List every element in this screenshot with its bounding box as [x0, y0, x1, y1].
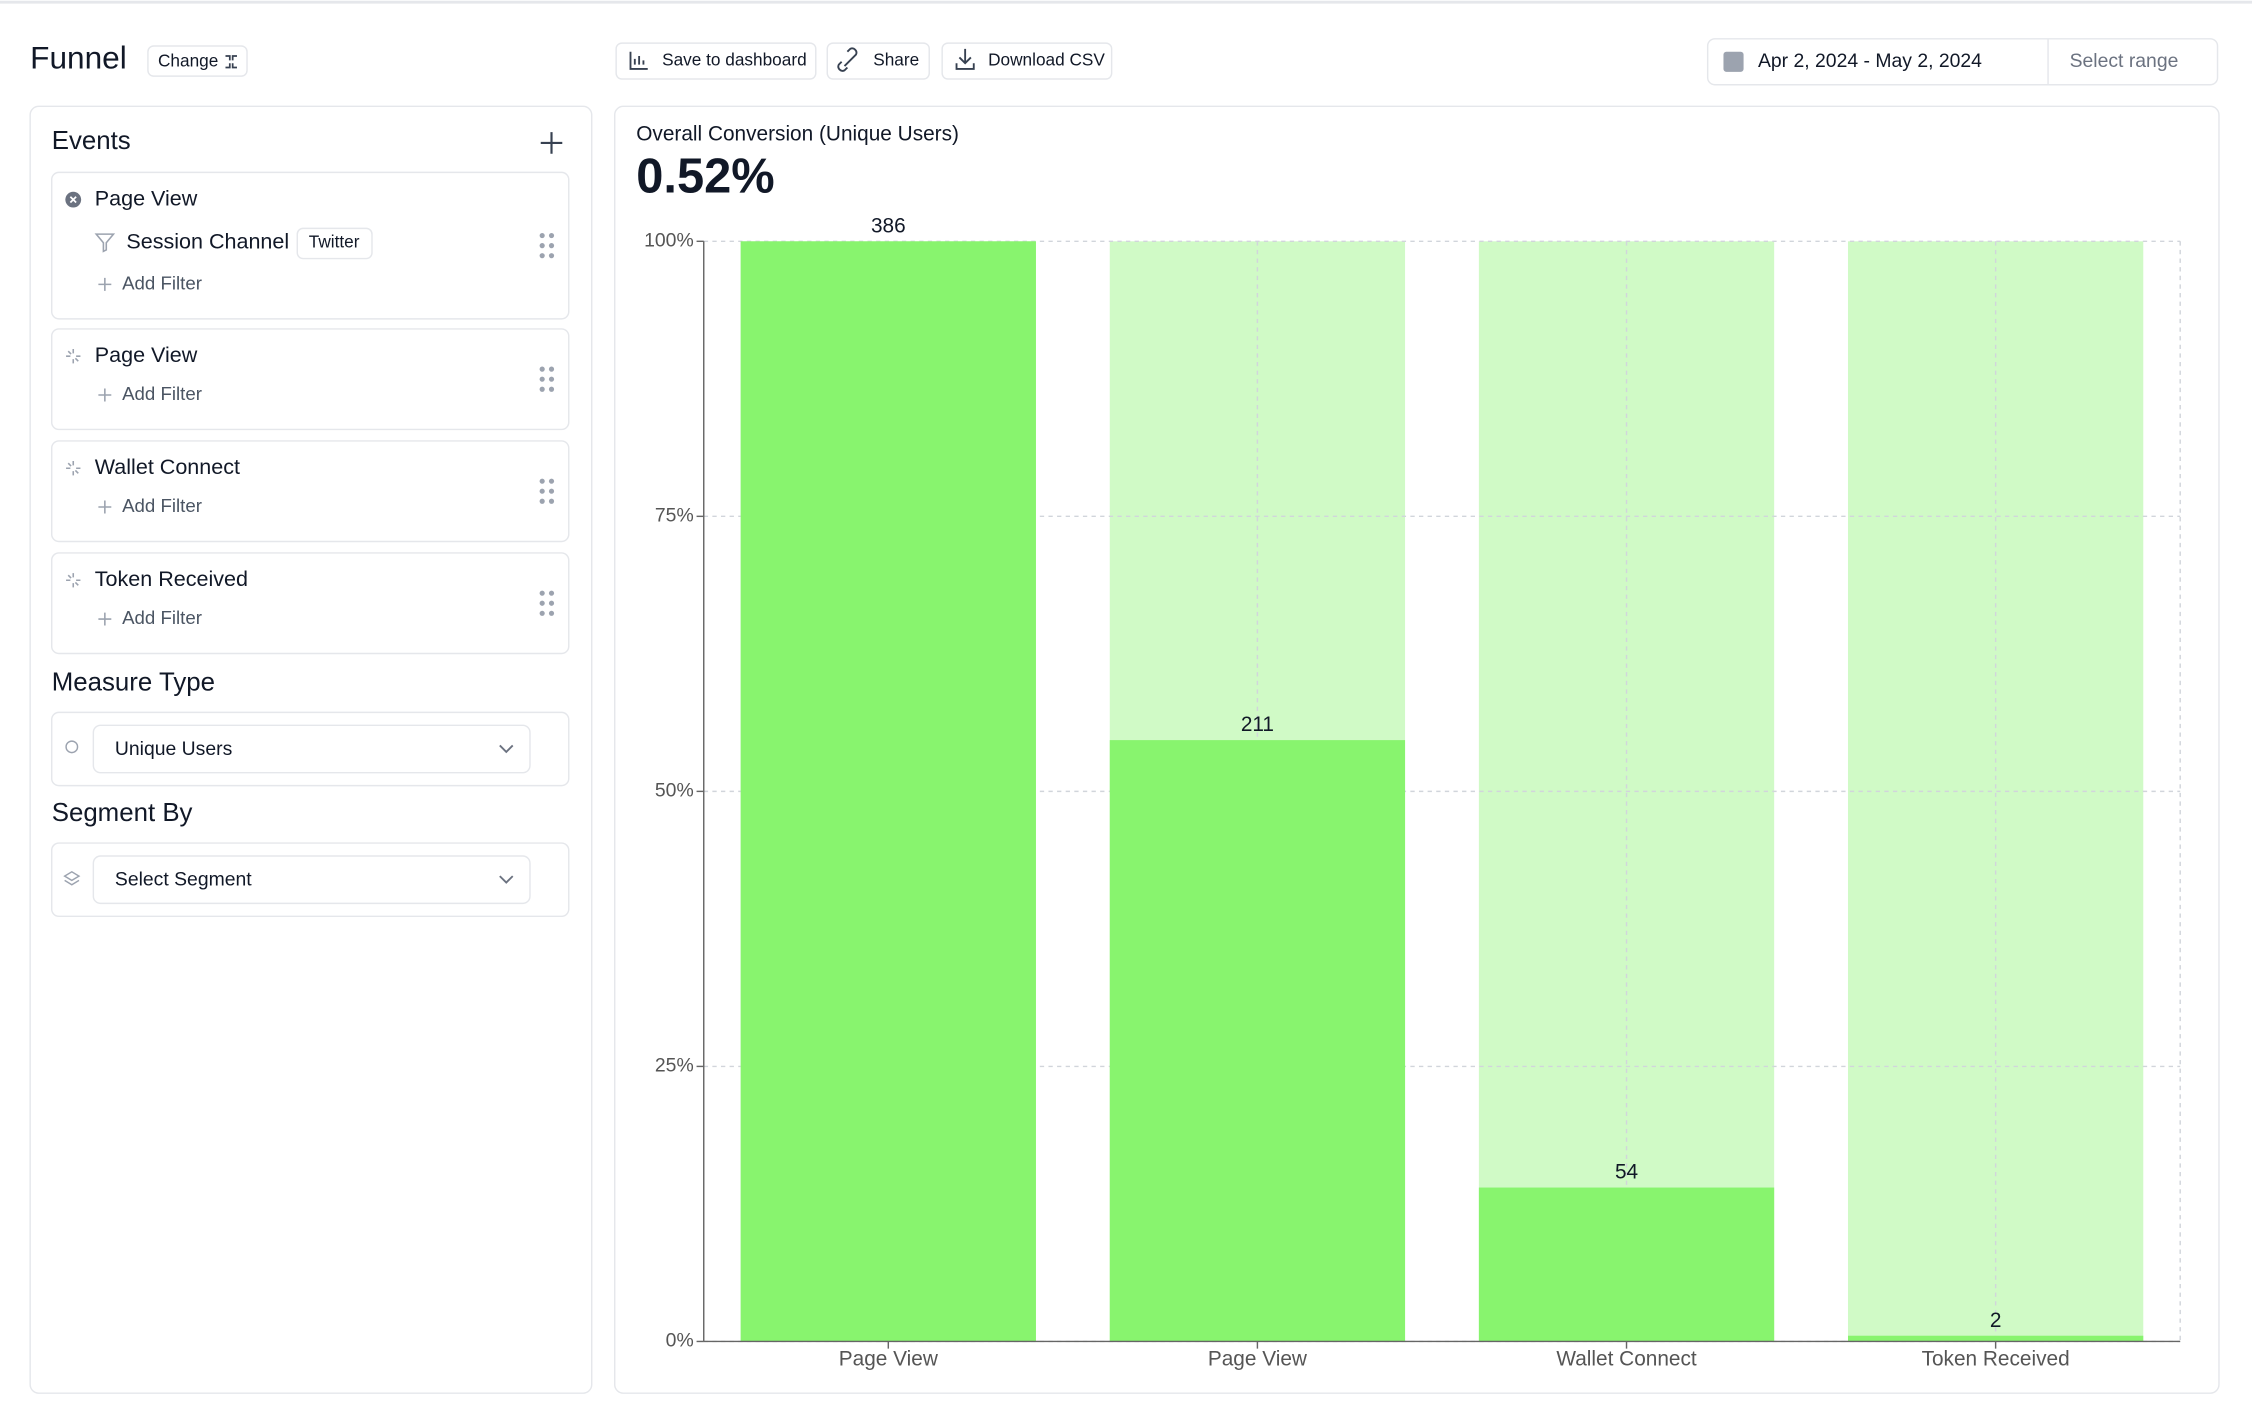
- measure-type-value: Unique Users: [115, 738, 232, 760]
- add-filter-icon: [98, 277, 112, 291]
- y-tick-label: 75%: [655, 504, 694, 526]
- overall-conversion: 0.52%: [636, 149, 774, 203]
- segment-select[interactable]: [92, 855, 531, 905]
- x-tick-label: Page View: [839, 1348, 939, 1371]
- layers-icon: [63, 870, 81, 886]
- x-tick-label: Page View: [1208, 1348, 1308, 1371]
- drag-handle-dot: [548, 600, 555, 606]
- drag-handle-dot: [539, 610, 545, 616]
- chevron: [499, 875, 514, 884]
- change-button[interactable]: [147, 45, 248, 77]
- add-filter[interactable]: Add Filter: [122, 383, 202, 404]
- measure-type-select[interactable]: [92, 724, 531, 774]
- add-event-icon[interactable]: [540, 132, 563, 154]
- drag-handle-dot: [548, 498, 555, 504]
- change-label: Change: [158, 50, 218, 70]
- event-card[interactable]: [50, 552, 570, 655]
- drag-handle-dot: [548, 488, 555, 494]
- filter-value: Twitter: [309, 231, 360, 251]
- event-icon: [66, 349, 81, 364]
- drag-handle-dot: [539, 488, 545, 494]
- drag-handle-dot: [539, 478, 545, 484]
- date-range[interactable]: [1706, 38, 2219, 86]
- bar[interactable]: [1847, 1335, 2144, 1342]
- drag-handle-dot: [548, 478, 555, 484]
- action-icon: [955, 48, 975, 70]
- event-icon: [66, 461, 81, 476]
- drag-handle-dot: [548, 386, 555, 392]
- action-icon: [629, 51, 648, 70]
- drag-handle-dot: [548, 610, 555, 616]
- y-tick-label: 0%: [666, 1330, 694, 1352]
- drag-handle-dot: [548, 243, 555, 249]
- drag-handle-dot: [539, 232, 545, 239]
- action-button[interactable]: [826, 42, 930, 80]
- event-name: Page View: [95, 186, 198, 210]
- action-icon: [837, 47, 858, 72]
- add-filter[interactable]: Add Filter: [122, 607, 202, 628]
- event-card[interactable]: [50, 328, 570, 431]
- search-icon: [65, 740, 79, 754]
- x-tick-label: Wallet Connect: [1556, 1348, 1697, 1371]
- drag-handle-dot: [539, 600, 545, 606]
- event-name: Wallet Connect: [95, 455, 240, 479]
- drag-handle-dot: [548, 232, 555, 239]
- bar[interactable]: [1109, 740, 1406, 1342]
- filter-icon: [94, 233, 116, 253]
- y-tick-label: 50%: [655, 780, 694, 802]
- drag-handle-dot: [548, 366, 555, 372]
- event-card[interactable]: [50, 440, 570, 543]
- bar-count-label: 54: [1615, 1161, 1638, 1184]
- add-filter-icon: [98, 500, 112, 514]
- segment-value: Select Segment: [115, 869, 252, 891]
- drag-handle-dot: [548, 253, 555, 259]
- drag-handle-dot: [539, 243, 545, 249]
- action-label: Download CSV: [988, 50, 1105, 70]
- action-label: Share: [873, 50, 919, 70]
- change-icon: [225, 55, 237, 69]
- action-button[interactable]: [615, 42, 817, 80]
- drag-handle-dot: [548, 376, 555, 382]
- event-remove-x: [69, 196, 77, 204]
- calendar-icon: [1723, 51, 1744, 72]
- y-tick-label: 100%: [644, 229, 694, 251]
- select-range-label: Select range: [2070, 50, 2179, 72]
- filter-property: Session Channel: [126, 229, 289, 253]
- y-tick-label: 25%: [655, 1055, 694, 1077]
- bar-count-label: 386: [871, 214, 906, 237]
- drag-handle-dot: [539, 253, 545, 259]
- bar[interactable]: [1478, 1187, 1775, 1342]
- drag-handle-dot: [539, 376, 545, 382]
- drag-handle-dot: [539, 590, 545, 596]
- event-icon: [66, 573, 81, 588]
- add-filter-icon: [98, 388, 112, 402]
- action-label: Save to dashboard: [662, 50, 807, 70]
- bar[interactable]: [740, 241, 1036, 1342]
- filter-value-tag: [296, 227, 373, 260]
- events-title: Events: [52, 127, 131, 155]
- date-range-label: Apr 2, 2024 - May 2, 2024: [1758, 50, 1982, 72]
- add-filter[interactable]: Add Filter: [122, 495, 202, 516]
- drag-handle-dot: [539, 386, 545, 392]
- drag-handle-dot: [539, 498, 545, 504]
- x-tick-label: Token Received: [1922, 1348, 2070, 1371]
- action-button[interactable]: [941, 42, 1113, 80]
- measure-type-title: Measure Type: [52, 668, 215, 696]
- drag-handle-dot: [548, 590, 555, 596]
- segment-by-title: Segment By: [52, 799, 193, 827]
- chevron: [499, 744, 514, 754]
- add-filter-icon: [98, 612, 112, 626]
- page-title: Funnel: [30, 40, 127, 76]
- chart-title: Overall Conversion (Unique Users): [636, 123, 959, 146]
- event-name: Token Received: [95, 567, 248, 591]
- add-filter[interactable]: Add Filter: [122, 272, 202, 293]
- event-name: Page View: [95, 343, 198, 367]
- bar-count-label: 2: [1990, 1309, 2002, 1332]
- bar-count-label: 211: [1241, 713, 1274, 736]
- drag-handle-dot: [539, 366, 545, 372]
